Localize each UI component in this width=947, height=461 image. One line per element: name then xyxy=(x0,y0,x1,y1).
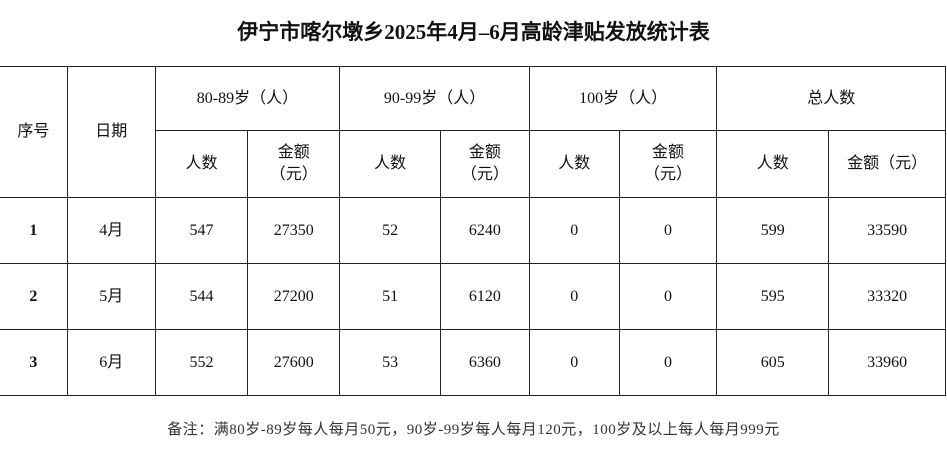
subheader-line: 金额 xyxy=(468,144,501,161)
group-header: 90-99岁（人） xyxy=(339,66,530,131)
cell: 599 xyxy=(716,197,830,264)
cell: 27350 xyxy=(247,197,341,264)
subheader-line: （元） xyxy=(460,166,509,183)
subheader-line: 人数 xyxy=(185,155,218,172)
subheader-line: 人数 xyxy=(558,155,591,172)
cell: 6月 xyxy=(66,329,156,396)
cell: 4月 xyxy=(66,197,156,264)
cell: 51 xyxy=(339,263,441,330)
data-row: 3 6月 552 27600 53 6360 0 0 605 33960 xyxy=(0,329,946,396)
subheader-cell: 人数 xyxy=(716,130,830,198)
subheader-cell: 金额（元） xyxy=(828,130,946,198)
subheader-cell: 金额 （元） xyxy=(439,130,530,198)
header-cell: 日期 xyxy=(66,66,156,198)
cell: 0 xyxy=(618,197,718,264)
group-header: 100岁（人） xyxy=(528,66,718,131)
subheader-cell: 金额 （元） xyxy=(618,130,718,198)
subheader-line: 人数 xyxy=(756,155,789,172)
cell: 27600 xyxy=(247,329,341,396)
subheader-cell: 人数 xyxy=(528,130,620,198)
cell: 552 xyxy=(154,329,249,396)
cell: 3 xyxy=(0,329,68,396)
header-row: 人数 金额 （元） 人数 金额 （元） 人数 金额 （元） 人数 金额（元） xyxy=(0,130,946,198)
cell: 0 xyxy=(528,263,620,330)
cell: 6360 xyxy=(439,329,530,396)
table: 序号 日期 80-89岁（人） 90-99岁（人） 100岁（人） 总人数 人数 金额 （元）人… xyxy=(0,66,946,396)
subheader-line: 金额 xyxy=(277,144,310,161)
header-cell: 序号 xyxy=(0,66,68,198)
cell: 33320 xyxy=(828,263,946,330)
data-row: 2 5月 544 27200 51 6120 0 0 595 33320 xyxy=(0,263,946,330)
subheader-line: 人数 xyxy=(374,155,407,172)
cell: 0 xyxy=(618,329,718,396)
subheader-cell: 人数 xyxy=(154,130,249,198)
cell: 5月 xyxy=(66,263,156,330)
group-header: 总人数 xyxy=(716,66,946,131)
cell: 605 xyxy=(716,329,830,396)
cell: 33960 xyxy=(828,329,946,396)
cell: 27200 xyxy=(247,263,341,330)
cell: 0 xyxy=(528,197,620,264)
subheader-line: 金额 xyxy=(652,144,685,161)
cell: 0 xyxy=(618,263,718,330)
cell: 595 xyxy=(716,263,830,330)
subheader-cell: 人数 xyxy=(339,130,441,198)
cell: 52 xyxy=(339,197,441,264)
group-header: 80-89岁（人） xyxy=(154,66,341,131)
subheader-line: （元） xyxy=(269,166,318,183)
subheader-cell: 金额 （元） xyxy=(247,130,341,198)
cell: 6240 xyxy=(439,197,530,264)
cell: 33590 xyxy=(828,197,946,264)
subheader-line: 金额（元） xyxy=(847,155,928,172)
cell: 547 xyxy=(154,197,249,264)
header-row: 序号 日期 80-89岁（人） 90-99岁（人） 100岁（人） 总人数 xyxy=(0,66,946,198)
cell: 544 xyxy=(154,263,249,330)
cell: 53 xyxy=(339,329,441,396)
cell: 1 xyxy=(0,197,68,264)
title: 伊宁市喀尔墩乡2025年4月–6月高龄津贴发放统计表 xyxy=(237,20,710,44)
note: 备注：满80岁-89岁每人每月50元，90岁-99岁每人每月120元，100岁及… xyxy=(167,422,780,438)
data-row: 1 4月 547 27350 52 6240 0 0 599 33590 xyxy=(0,197,946,264)
cell: 6120 xyxy=(439,263,530,330)
subheader-line: （元） xyxy=(644,166,693,183)
cell: 0 xyxy=(528,329,620,396)
cell: 2 xyxy=(0,263,68,330)
